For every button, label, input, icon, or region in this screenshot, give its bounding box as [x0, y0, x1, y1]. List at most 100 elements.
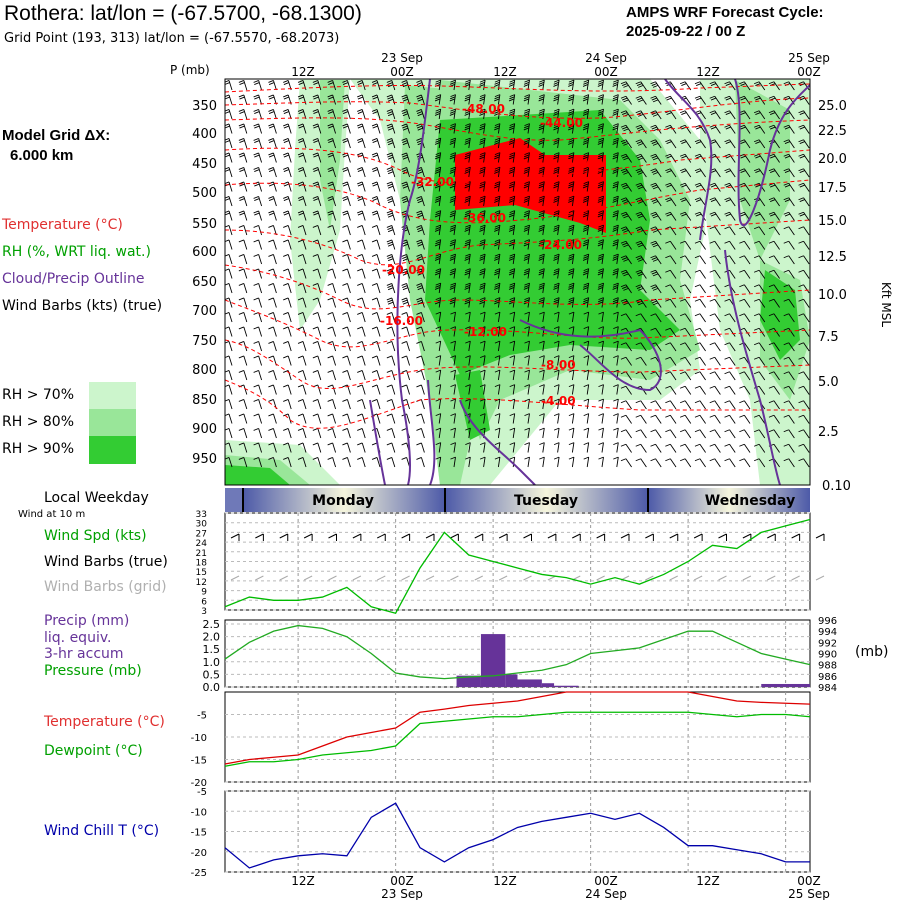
wind-barb	[669, 211, 677, 221]
wind-barb	[758, 414, 766, 424]
wind-barb	[287, 341, 292, 352]
wind-barb-flag	[613, 427, 619, 431]
wind-barb-flag	[665, 255, 671, 259]
wind-barb-flag	[465, 442, 471, 446]
wind-barb-flag	[538, 284, 545, 288]
wind-barb-flag	[709, 81, 715, 85]
wind-barb-flag	[523, 156, 530, 160]
wind-barb-flag	[479, 137, 486, 141]
wind-barb	[571, 152, 575, 163]
wind-barb-flag	[636, 184, 643, 188]
wind-barb-flag	[523, 110, 530, 114]
wind-barb	[527, 442, 530, 453]
wind-barb	[699, 255, 706, 265]
wind-barb	[586, 457, 590, 468]
wind-barb-flag	[450, 369, 456, 373]
surface-wind-barb	[596, 533, 605, 539]
wind-barb-flag	[225, 384, 230, 388]
wind-barb-flag	[508, 243, 515, 247]
wind-barb-flag	[327, 413, 333, 417]
wind-barb-flag	[509, 268, 515, 272]
wind-barb-flag	[665, 168, 671, 172]
wind-barb	[625, 400, 632, 410]
wind-barb-flag	[650, 371, 656, 375]
wind-barb	[684, 429, 692, 439]
wind-barb-flag	[253, 326, 259, 330]
wind-barb-flag	[523, 299, 530, 303]
wind-barb-flag	[313, 212, 319, 216]
wind-barb	[243, 312, 248, 323]
wind-barb	[773, 385, 780, 395]
wind-barb	[557, 341, 560, 352]
wind-barb-flag	[538, 197, 545, 201]
wind-barb-flag	[239, 212, 245, 216]
wind-barb	[625, 211, 632, 221]
wind-barb	[243, 254, 248, 265]
wind-barb-flag	[568, 272, 574, 276]
wind-barb	[273, 384, 277, 395]
wind-barb	[376, 123, 381, 134]
wind-barb	[669, 240, 677, 250]
wind-barb-flag	[613, 282, 619, 286]
wind-barb	[243, 297, 248, 308]
wind-barb-flag	[524, 282, 530, 286]
wind-barb	[453, 457, 456, 468]
wind-barb-flag	[494, 311, 501, 315]
wind-barb-flag	[597, 200, 604, 203]
wind-barb-flag	[635, 458, 641, 462]
wind-barb-flag	[798, 298, 804, 302]
wind-barb	[468, 254, 471, 265]
wind-barb-flag	[598, 311, 604, 315]
wind-barb-flag	[523, 270, 530, 274]
wind-barb-flag	[755, 155, 761, 159]
wind-barb-flag	[342, 225, 348, 228]
wind-barb-flag	[357, 457, 363, 460]
wind-barb-flag	[539, 166, 545, 170]
wind-barb	[421, 167, 425, 178]
wind-barb-flag	[494, 154, 500, 158]
wind-barb-flag	[225, 212, 230, 216]
wind-barb	[773, 269, 780, 279]
wind-barb-flag	[342, 94, 348, 98]
wind-barb-flag	[464, 197, 471, 201]
wind-barb-flag	[435, 226, 441, 230]
wind-barb-flag	[435, 442, 441, 446]
wind-barb-flag	[225, 125, 230, 129]
wind-barb-flag	[582, 156, 589, 160]
wind-barb-flag	[465, 268, 471, 272]
wind-barb-flag	[650, 168, 656, 172]
wind-barb-flag	[435, 427, 441, 431]
wind-barb	[758, 284, 766, 294]
wind-barb-flag	[509, 369, 515, 373]
wind-barb-flag	[784, 97, 791, 101]
wind-barb-flag	[739, 400, 745, 404]
grid-wind-barb	[498, 575, 508, 581]
wind-barb-flag	[620, 342, 627, 346]
wind-barb	[273, 210, 277, 221]
wind-barb	[586, 341, 590, 352]
wind-barb-flag	[465, 340, 471, 344]
wind-barb-flag	[268, 442, 274, 446]
wind-barb-flag	[568, 384, 575, 388]
wind-barb-flag	[598, 369, 604, 373]
wind-barb	[361, 225, 366, 236]
wind-barb-flag	[798, 385, 804, 389]
wind-barb-flag	[613, 340, 619, 344]
wind-barb	[527, 370, 530, 381]
wind-barb	[258, 428, 263, 439]
wind-barb-flag	[724, 240, 730, 244]
wind-barb-flag	[783, 327, 789, 331]
wind-barb-flag	[312, 225, 319, 228]
wind-barb-flag	[612, 258, 618, 261]
wind-barb-flag	[613, 239, 619, 243]
top-tick: 12Z	[493, 65, 517, 79]
pressure-tick: 550	[192, 217, 217, 232]
wind-barb-flag	[297, 109, 304, 112]
wind-barb-flag	[225, 154, 230, 158]
wind-barb-flag	[225, 413, 230, 417]
wind-barb	[684, 443, 692, 453]
wind-barb	[332, 138, 337, 149]
wind-barb	[758, 429, 766, 439]
wind-barb-flag	[494, 156, 500, 160]
wind-barb	[714, 95, 721, 105]
